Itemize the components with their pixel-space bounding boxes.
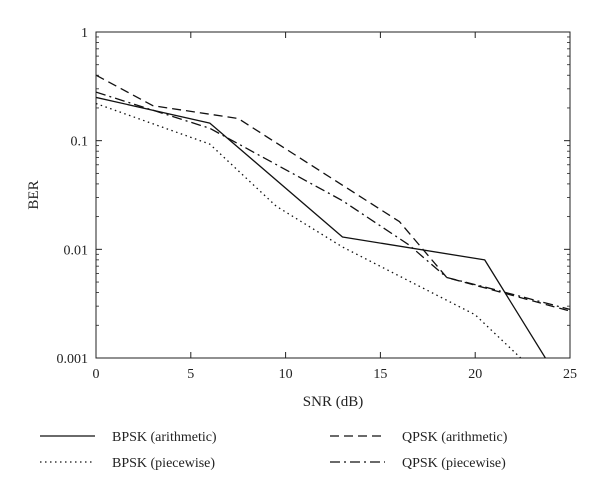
axes-layer: 0 5 10 15 20 25 0.001 0.01 0.1 1 (57, 26, 578, 382)
legend-label: QPSK (piecewise) (402, 456, 506, 471)
y-tick-label: 0.01 (64, 243, 89, 258)
series-qpsk-arithmetic (96, 74, 570, 312)
y-tick-label: 0.1 (71, 135, 89, 150)
legend-label: QPSK (arithmetic) (402, 430, 508, 445)
legend-label: BPSK (arithmetic) (112, 430, 217, 445)
x-tick-label: 25 (563, 367, 577, 382)
series-layer (96, 74, 570, 358)
x-tick-label: 15 (373, 367, 387, 382)
series-bpsk-arithmetic (96, 96, 546, 358)
y-tick-label: 1 (81, 26, 88, 41)
series-bpsk-piecewise (96, 102, 522, 358)
x-axis-label: SNR (dB) (303, 394, 363, 410)
plot-frame (95, 31, 571, 359)
legend-label: BPSK (piecewise) (112, 456, 215, 471)
series-qpsk-piecewise (96, 91, 570, 311)
x-tick-label: 20 (468, 367, 482, 382)
x-tick-label: 10 (279, 367, 293, 382)
legend: BPSK (arithmetic) QPSK (arithmetic) BPSK (… (40, 430, 508, 471)
x-tick-label: 5 (187, 367, 194, 382)
plot-area (95, 31, 571, 359)
x-tick-label: 0 (93, 367, 100, 382)
y-tick-label: 0.001 (57, 352, 89, 367)
y-axis-label: BER (26, 180, 42, 209)
